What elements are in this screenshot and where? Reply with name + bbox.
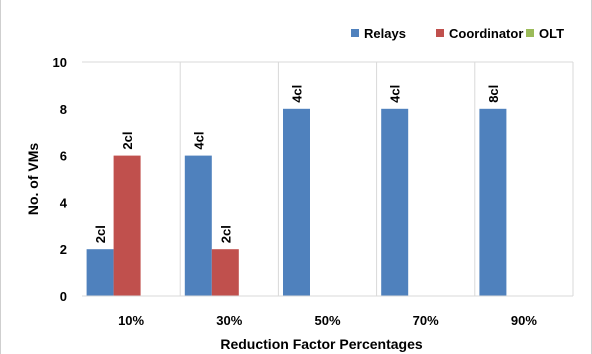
bar-relays-70pct: [381, 108, 409, 296]
x-tick-label: 50%: [314, 313, 340, 328]
y-tick-label: 2: [60, 242, 67, 257]
x-tick-label: 10%: [118, 313, 144, 328]
bar-coordinator-10pct: [113, 155, 141, 296]
data-label: 8cl: [486, 85, 501, 103]
x-axis-title: Reduction Factor Percentages: [220, 336, 422, 352]
y-axis-title: No. of VMs: [25, 143, 41, 216]
data-label: 4cl: [388, 85, 403, 103]
bar-relays-30pct: [184, 155, 212, 296]
data-label: 2cl: [93, 225, 108, 243]
bar-relays-90pct: [479, 108, 507, 296]
legend-label-olt: OLT: [539, 26, 564, 41]
y-tick-label: 8: [60, 102, 67, 117]
legend-swatch-coordinator: [436, 29, 444, 37]
bar-relays-10pct: [86, 249, 114, 296]
x-tick-label: 90%: [511, 313, 537, 328]
x-tick-label: 30%: [216, 313, 242, 328]
y-tick-label: 4: [60, 195, 68, 210]
data-label: 2cl: [218, 225, 233, 243]
bar-relays-50pct: [283, 108, 310, 296]
y-tick-label: 10: [53, 55, 67, 70]
data-label: 4cl: [290, 85, 305, 103]
bar-coordinator-30pct: [211, 249, 239, 296]
data-label: 2cl: [120, 132, 135, 150]
legend-label-relays: Relays: [364, 26, 406, 41]
legend-label-coordinator: Coordinator: [449, 26, 523, 41]
x-tick-label: 70%: [413, 313, 439, 328]
data-label: 4cl: [191, 132, 206, 150]
y-tick-label: 0: [60, 289, 67, 304]
legend-swatch-olt: [526, 29, 534, 37]
y-tick-label: 6: [60, 149, 67, 164]
legend-swatch-relays: [351, 29, 359, 37]
